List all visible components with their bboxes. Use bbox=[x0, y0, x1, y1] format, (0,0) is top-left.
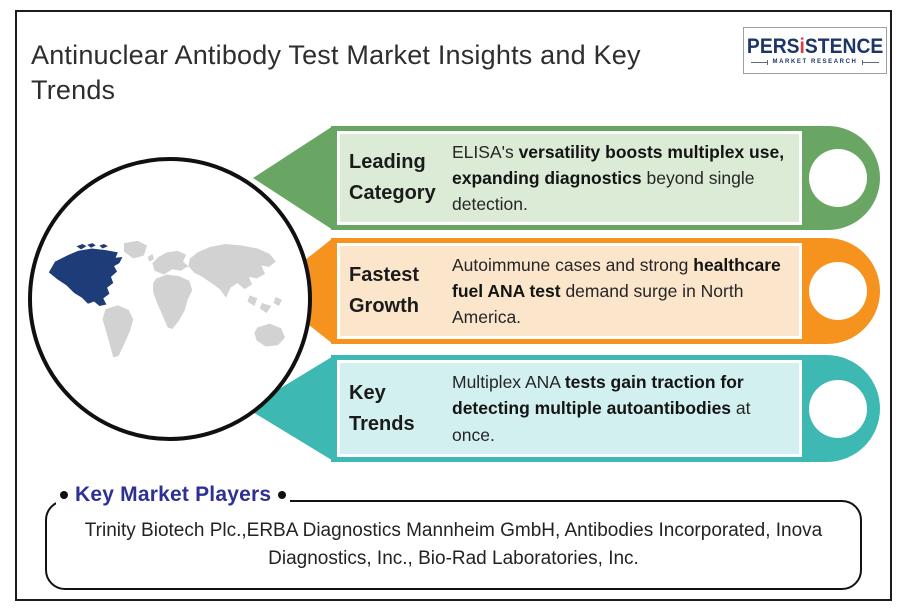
key-market-players-box: Trinity Biotech Plc.,ERBA Diagnostics Ma… bbox=[45, 500, 862, 590]
arctic-island-1 bbox=[76, 243, 87, 250]
brand-logo: PERSiSTENCE MARKET RESEARCH bbox=[743, 27, 887, 74]
region-se-asia bbox=[247, 295, 258, 307]
region-south-america bbox=[102, 305, 134, 358]
region-africa bbox=[153, 274, 193, 330]
key-market-players-heading: Key Market Players bbox=[56, 483, 291, 507]
page-border bbox=[15, 10, 892, 601]
brand-red-i: i bbox=[799, 35, 805, 58]
region-europe bbox=[152, 250, 189, 275]
banner-description: Multiplex ANA tests gain traction for de… bbox=[452, 372, 751, 445]
banner-description: Autoimmune cases and strong healthcare f… bbox=[452, 254, 781, 328]
banner-endcap-circle bbox=[809, 149, 867, 207]
banner-endcap-circle bbox=[809, 262, 867, 320]
banner-panel: Key Trends Multiplex ANA tests gain trac… bbox=[340, 363, 799, 454]
company-list: Trinity Biotech Plc.,ERBA Diagnostics Ma… bbox=[84, 519, 823, 570]
banner-key-trends: Key Trends Multiplex ANA tests gain trac… bbox=[331, 355, 880, 462]
banner-leading-category: Leading Category ELISA's versatility boo… bbox=[331, 126, 880, 230]
banner-panel: Fastest Growth Autoimmune cases and stro… bbox=[340, 246, 799, 336]
region-asia bbox=[188, 243, 276, 298]
banner-label: Key Trends bbox=[349, 381, 415, 435]
banner-panel: Leading Category ELISA's versatility boo… bbox=[340, 134, 799, 222]
region-greenland bbox=[124, 240, 147, 259]
brand-subtitle-row: MARKET RESEARCH bbox=[751, 59, 879, 65]
brand-subtitle: MARKET RESEARCH bbox=[772, 59, 858, 65]
arctic-island-2 bbox=[87, 243, 96, 248]
bullet-dot-right bbox=[278, 491, 287, 499]
page-title: Antinuclear Antibody Test Market Insight… bbox=[31, 40, 641, 105]
banner-label: Leading Category bbox=[349, 151, 436, 204]
brand-wordmark: PERSiSTENCE bbox=[746, 35, 884, 58]
banner-description: ELISA's versatility boosts multiplex use… bbox=[452, 141, 785, 215]
logo-rule-left bbox=[751, 59, 769, 65]
banner-endcap-circle bbox=[809, 379, 867, 438]
key-market-players-label: Key Market Players bbox=[75, 483, 272, 506]
region-philippines bbox=[273, 296, 282, 307]
arctic-island-3 bbox=[99, 243, 108, 249]
bullet-dot-left bbox=[60, 491, 68, 499]
region-uk bbox=[147, 253, 154, 262]
region-australia bbox=[254, 323, 285, 347]
world-map bbox=[48, 240, 285, 358]
region-indonesia bbox=[259, 302, 272, 313]
region-north-america-highlight bbox=[48, 248, 123, 307]
banner-label: Fastest Growth bbox=[349, 264, 420, 317]
logo-rule-right bbox=[861, 59, 879, 65]
world-map-globe bbox=[28, 157, 312, 441]
banner-fastest-growth: Fastest Growth Autoimmune cases and stro… bbox=[331, 238, 880, 344]
